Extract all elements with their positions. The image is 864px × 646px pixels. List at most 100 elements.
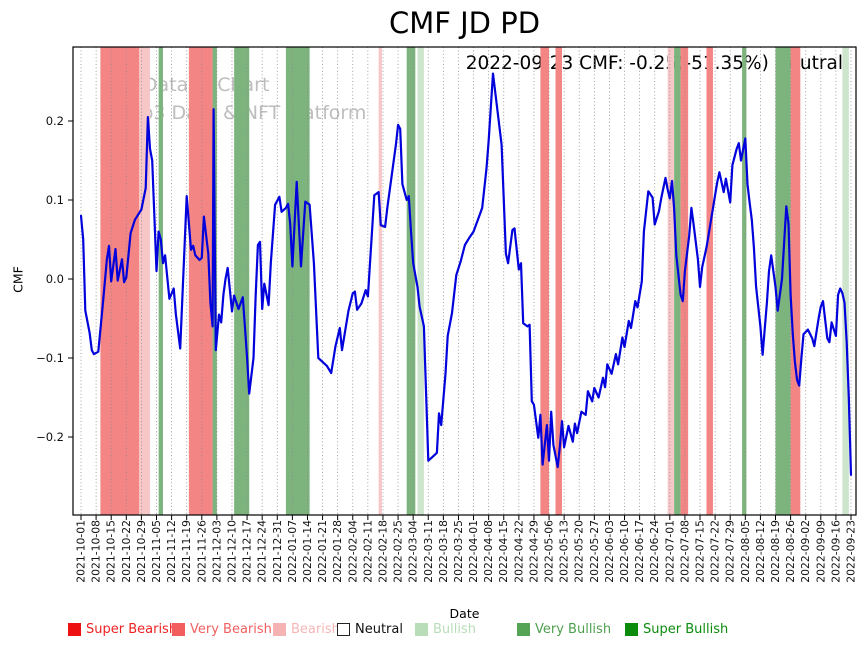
x-tick-label: 2022-02-04	[346, 520, 359, 583]
x-tick-label: 2021-11-19	[180, 520, 193, 583]
band-very-bullish	[674, 47, 681, 515]
x-tick-label: 2022-01-21	[316, 520, 329, 583]
band-bullish	[842, 47, 849, 515]
x-tick-label: 2021-12-17	[241, 520, 254, 583]
x-tick-label: 2021-11-05	[150, 520, 163, 583]
axes: 2021-10-01 2021-10-08 2021-10-15 2021-10-22…	[36, 46, 858, 583]
band-very-bullish	[285, 47, 310, 515]
band-very-bearish	[540, 47, 550, 515]
legend-item-very-bullish: Very Bullish	[517, 620, 611, 638]
x-tick-label: 2022-04-01	[467, 520, 480, 583]
legend-swatch	[68, 622, 81, 636]
legend-swatch	[337, 622, 350, 636]
legend-item-super-bullish: Super Bullish	[625, 620, 728, 638]
x-tick-label: 2022-09-02	[799, 520, 812, 583]
legend-swatch	[517, 622, 530, 636]
band-very-bearish	[555, 47, 562, 515]
legend-item-super-bearish: Super Bearish	[68, 620, 177, 638]
y-tick-label: 0.1	[46, 193, 64, 207]
x-tick-label: 2022-01-14	[301, 520, 314, 583]
band-bearish	[378, 47, 382, 515]
x-tick-label: 2022-05-20	[573, 520, 586, 583]
x-tick-label: 2022-02-25	[392, 520, 405, 583]
x-tick-label: 2021-10-29	[135, 520, 148, 583]
x-tick-label: 2022-07-01	[663, 520, 676, 583]
band-very-bullish	[234, 47, 250, 515]
x-tick-label: 2022-03-11	[422, 520, 435, 583]
x-tick-label: 2021-10-22	[120, 520, 133, 583]
x-tick-label: 2022-04-15	[497, 520, 510, 583]
y-tick-label: −0.2	[36, 430, 64, 444]
legend-item-bearish: Bearish	[273, 620, 340, 638]
x-tick-label: 2022-05-13	[558, 520, 571, 583]
band-very-bearish	[790, 47, 801, 515]
legend-label: Bullish	[433, 621, 477, 637]
band-bearish	[667, 47, 675, 515]
x-tick-label: 2022-03-04	[407, 520, 420, 583]
x-tick-label: 2022-08-12	[754, 520, 767, 583]
x-tick-label: 2022-09-09	[814, 520, 827, 583]
x-tick-label: 2022-08-19	[769, 520, 782, 583]
x-tick-label: 2022-02-11	[361, 520, 374, 583]
x-tick-label: 2022-06-24	[648, 520, 661, 583]
band-bearish	[139, 47, 151, 515]
x-tick-label: 2021-12-10	[225, 520, 238, 583]
x-tick-label: 2022-02-18	[376, 520, 389, 583]
x-tick-label: 2022-07-15	[694, 520, 707, 583]
x-tick-label: 2022-05-27	[588, 520, 601, 583]
x-tick-label: 2021-11-12	[165, 520, 178, 583]
x-tick-label: 2021-11-26	[195, 520, 208, 583]
x-tick-label: 2022-04-29	[527, 520, 540, 583]
x-tick-label: 2022-06-17	[633, 520, 646, 583]
x-tick-label: 2022-08-05	[739, 520, 752, 583]
y-tick-label: 0.2	[46, 114, 64, 128]
page-title: CMF JD PD	[388, 6, 541, 40]
x-tick-label: 2022-08-26	[784, 520, 797, 583]
legend-label: Neutral	[355, 621, 403, 637]
x-tick-label: 2022-09-23	[845, 520, 858, 583]
x-tick-label: 2022-03-25	[452, 520, 465, 583]
legend-label: Super Bearish	[86, 621, 178, 637]
y-tick-label: 0.0	[46, 272, 64, 286]
band-very-bearish	[100, 47, 140, 515]
band-very-bullish	[158, 47, 163, 515]
legend: Super Bearish Very Bearish Bearish Neutral B…	[0, 620, 864, 646]
legend-swatch	[273, 622, 286, 636]
x-tick-label: 2021-10-01	[75, 520, 88, 583]
x-tick-label: 2022-01-07	[286, 520, 299, 583]
x-tick-label: 2021-12-03	[210, 520, 223, 583]
x-tick-label: 2021-10-15	[105, 520, 118, 583]
legend-label: Very Bullish	[535, 621, 612, 637]
legend-item-very-bearish: Very Bearish	[172, 620, 272, 638]
legend-swatch	[415, 622, 428, 636]
legend-label: Super Bullish	[643, 621, 729, 637]
x-tick-label: 2022-07-22	[709, 520, 722, 583]
band-very-bearish	[188, 47, 213, 515]
legend-swatch	[172, 622, 185, 636]
y-tick-label: −0.1	[36, 351, 64, 365]
legend-label: Bearish	[291, 621, 340, 637]
band-very-bullish	[406, 47, 416, 515]
x-tick-label: 2021-10-08	[90, 520, 103, 583]
legend-swatch	[625, 622, 638, 636]
y-axis-label: CMF	[10, 266, 26, 293]
legend-label: Very Bearish	[190, 621, 272, 637]
band-very-bullish	[742, 47, 747, 515]
x-tick-label: 2022-05-06	[543, 520, 556, 583]
cmf-line-group	[79, 72, 853, 476]
x-tick-label: 2022-03-18	[437, 520, 450, 583]
band-very-bullish	[775, 47, 791, 515]
band-bullish	[417, 47, 424, 515]
plot-border	[72, 46, 857, 516]
legend-item-neutral: Neutral	[337, 620, 403, 638]
x-tick-label: 2022-06-03	[603, 520, 616, 583]
band-very-bearish	[706, 47, 713, 515]
x-tick-label: 2022-04-08	[482, 520, 495, 583]
x-tick-label: 2021-12-31	[271, 520, 284, 583]
x-axis-label: Date	[449, 606, 480, 621]
legend-item-bullish: Bullish	[415, 620, 476, 638]
x-tick-label: 2022-06-10	[618, 520, 631, 583]
x-tick-label: 2022-09-16	[829, 520, 842, 583]
x-tick-label: 2022-07-29	[724, 520, 737, 583]
